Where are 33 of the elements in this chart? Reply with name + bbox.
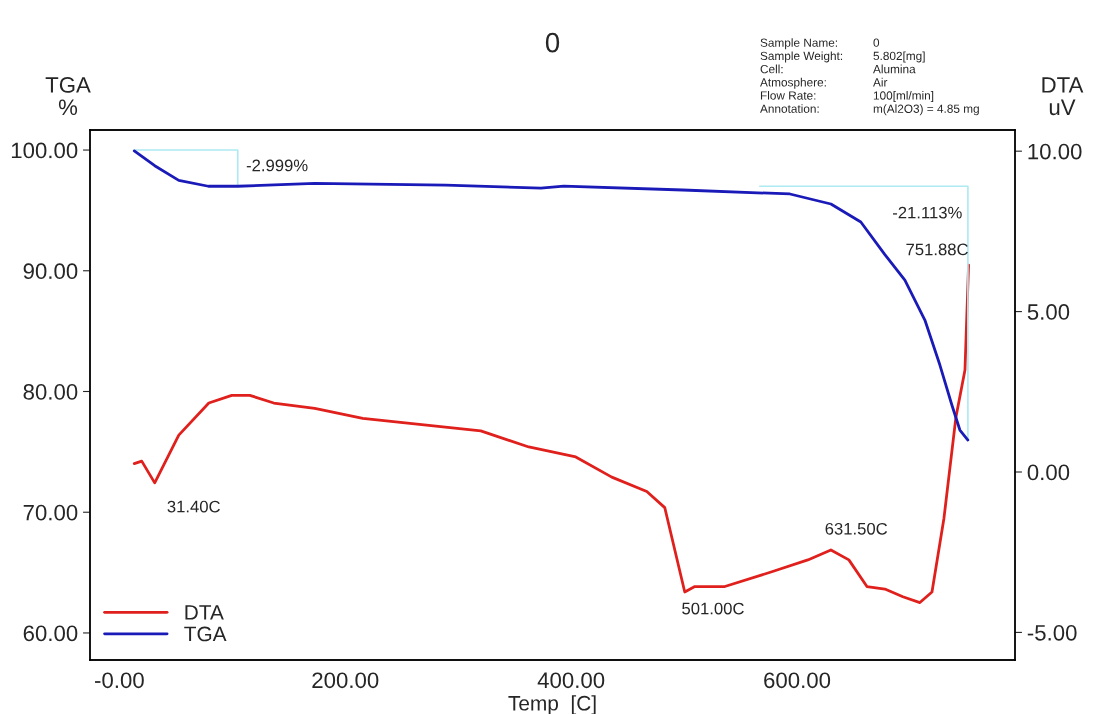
y-tick-label: 90.00	[23, 263, 78, 280]
x-tick-label: 200.00	[312, 672, 379, 689]
text: Cell: Alumina	[760, 64, 916, 74]
y2-tick-label: 0.00	[1027, 464, 1070, 481]
annotation: -21.113%	[892, 206, 962, 219]
x-axis-title: Temp [C]	[508, 695, 596, 714]
text: Annotation: m(Al2O3) = 4.85 mg	[760, 104, 979, 116]
y2-tick-label: -5.00	[1027, 624, 1077, 641]
y-tick-label: 100.00	[11, 142, 78, 159]
legend-label: TGA	[184, 626, 227, 642]
text: Sample Name: 0	[760, 38, 880, 50]
text: Flow Rate: 100[ml/min]	[760, 91, 934, 103]
annotation: 751.88C	[906, 243, 968, 256]
x-tick-label: -0.00	[95, 672, 144, 689]
y-tick-label: 60.00	[23, 625, 78, 642]
x-tick-label: 400.00	[537, 672, 605, 689]
chart-title: 0	[545, 32, 560, 53]
y-tick-label: 80.00	[23, 384, 78, 400]
text: Sample Weight: 5.802[mg]	[760, 51, 925, 63]
annotation: -2.999%	[246, 159, 308, 172]
annotation: 631.50C	[825, 522, 888, 535]
x-tick-label: 600.00	[764, 672, 831, 689]
y-axis-title: TGA %	[45, 77, 91, 116]
annotation: 31.40C	[167, 500, 220, 513]
y-tick-label: 70.00	[23, 504, 78, 521]
y2-tick-label: 5.00	[1027, 304, 1070, 320]
y2-axis-title: DTA uV	[1042, 77, 1084, 116]
annotation: 501.00C	[682, 602, 744, 615]
legend-label: DTA	[185, 605, 224, 620]
line-series	[132, 263, 970, 604]
y2-tick-label: 10.00	[1028, 143, 1082, 160]
line-series	[132, 149, 970, 442]
text: Atmosphere: Air	[760, 77, 888, 89]
